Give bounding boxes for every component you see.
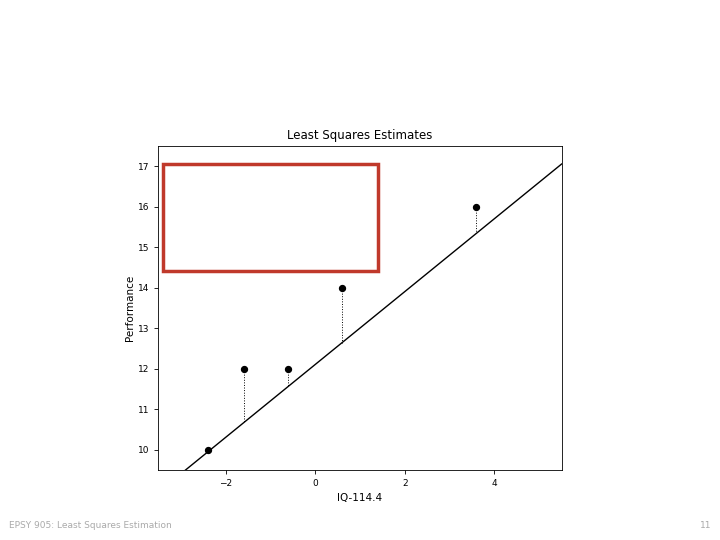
Bar — [163, 164, 378, 271]
Text: Trying Different Sets of Parameters: See R Example: Trying Different Sets of Parameters: See… — [9, 18, 577, 37]
Title: Least Squares Estimates: Least Squares Estimates — [287, 129, 433, 142]
Y-axis label: Performance: Performance — [125, 275, 135, 341]
Point — [336, 283, 348, 292]
Text: 11: 11 — [700, 521, 711, 530]
Point — [202, 445, 213, 454]
X-axis label: IQ-114.4: IQ-114.4 — [338, 494, 382, 503]
Point — [471, 202, 482, 211]
Text: EPSY 905: Least Squares Estimation: EPSY 905: Least Squares Estimation — [9, 521, 171, 530]
Point — [238, 364, 249, 373]
Point — [282, 364, 294, 373]
